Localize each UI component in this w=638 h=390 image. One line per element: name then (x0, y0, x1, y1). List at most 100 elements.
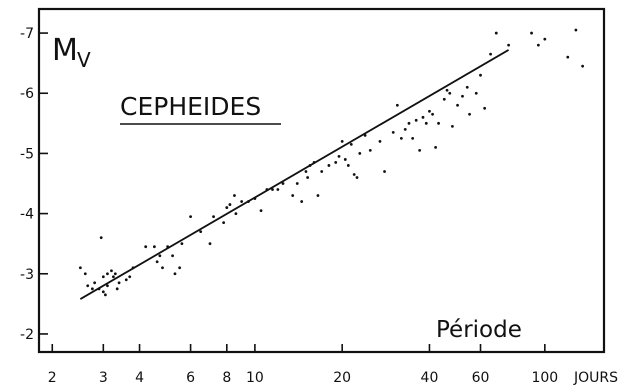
data-point (208, 242, 212, 246)
y-tick-label: -7 (20, 26, 34, 42)
data-point (428, 109, 431, 113)
data-point (101, 290, 105, 294)
y-axis-ticks: -2 -3 -4 -5 -6 -7 (20, 26, 48, 343)
data-point (465, 85, 469, 89)
data-point (530, 31, 533, 35)
data-point (152, 245, 156, 249)
x-axis-unit: JOURS (573, 370, 618, 386)
data-point (212, 215, 215, 219)
data-point (106, 272, 109, 276)
data-point (271, 188, 274, 191)
plot-frame (37, 7, 606, 354)
data-point (403, 127, 407, 131)
data-point (461, 94, 464, 98)
data-point (110, 269, 113, 273)
data-point (222, 221, 226, 225)
data-point (391, 130, 395, 134)
data-point (111, 275, 115, 279)
data-point (456, 103, 459, 107)
data-point (343, 158, 347, 161)
data-point (281, 182, 285, 185)
data-point (173, 272, 177, 276)
data-point (355, 176, 359, 179)
data-point (300, 200, 304, 203)
data-point (199, 230, 203, 234)
y-axis-label-sub: V (77, 48, 91, 72)
data-point (566, 55, 570, 59)
y-tick-label: -3 (20, 267, 34, 283)
x-axis-label: Période (436, 317, 522, 343)
data-point (414, 118, 418, 122)
data-point (233, 194, 236, 197)
data-point (352, 173, 356, 176)
data-point (228, 203, 232, 206)
data-point (378, 139, 382, 143)
data-point (442, 97, 446, 101)
data-point (411, 136, 415, 140)
data-point (316, 194, 320, 197)
data-point (90, 287, 94, 291)
data-point (418, 149, 422, 152)
y-tick-label: -4 (20, 207, 34, 223)
data-point (259, 209, 263, 212)
data-point (158, 254, 162, 258)
data-points (78, 28, 585, 297)
x-tick-label: 8 (222, 370, 231, 386)
data-point (448, 91, 452, 95)
data-point (358, 152, 362, 155)
data-point (507, 43, 511, 47)
x-tick-label: 20 (333, 370, 351, 386)
data-point (234, 212, 238, 215)
x-tick-label: 40 (421, 370, 439, 386)
data-point (93, 281, 97, 285)
data-point (536, 43, 540, 47)
x-tick-label: 10 (246, 370, 264, 386)
data-point (431, 112, 434, 116)
data-point (437, 121, 440, 125)
data-point (421, 115, 425, 119)
data-point (581, 64, 585, 68)
x-tick-label: 6 (186, 370, 195, 386)
y-tick-label: -2 (20, 327, 34, 343)
data-point (327, 164, 331, 167)
data-point (106, 284, 109, 288)
data-point (144, 245, 148, 249)
data-point (155, 260, 159, 264)
data-point (117, 281, 121, 285)
y-axis-label-main: M (52, 33, 78, 68)
data-point (291, 194, 295, 197)
data-point (128, 275, 132, 279)
data-point (424, 121, 428, 125)
data-point (340, 139, 344, 143)
data-point (240, 200, 244, 203)
data-point (399, 136, 403, 140)
chart-title: CEPHEIDES (120, 92, 261, 121)
data-point (295, 182, 299, 185)
data-point (383, 170, 386, 173)
data-point (434, 146, 437, 149)
data-point (543, 37, 547, 41)
y-tick-label: -6 (20, 86, 34, 102)
data-point (337, 155, 341, 158)
data-point (395, 103, 399, 107)
x-tick-label: 100 (531, 370, 558, 386)
data-point (99, 236, 103, 240)
x-tick-label: 4 (135, 370, 144, 386)
data-point (83, 272, 87, 276)
data-point (86, 284, 90, 288)
data-point (334, 161, 338, 164)
data-point (78, 266, 82, 270)
data-point (368, 149, 372, 152)
data-point (171, 254, 174, 258)
data-point (124, 278, 128, 282)
x-tick-label: 2 (48, 370, 57, 386)
data-point (101, 275, 105, 279)
y-tick-label: -5 (20, 146, 34, 162)
data-point (445, 88, 449, 92)
data-point (474, 91, 478, 95)
data-point (113, 272, 117, 276)
data-point (494, 31, 498, 35)
data-point (103, 293, 107, 297)
data-point (320, 170, 324, 173)
x-axis-ticks: 2 3 4 6 8 10 20 40 60 100 (48, 344, 558, 386)
